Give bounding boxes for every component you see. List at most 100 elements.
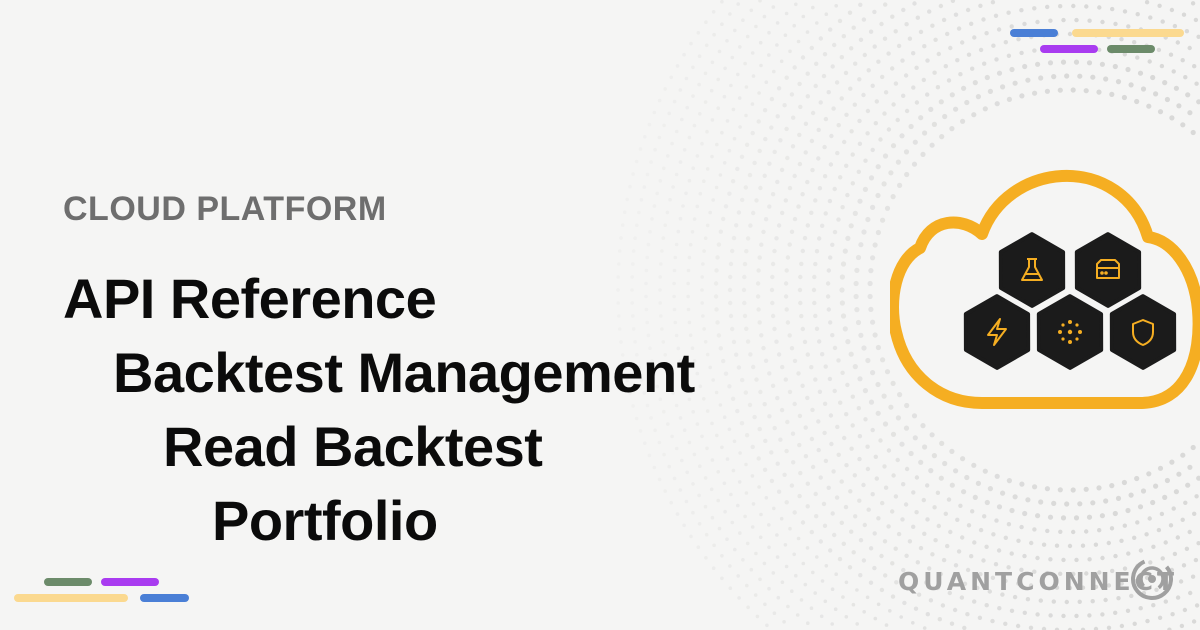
decorative-dot xyxy=(672,268,677,273)
decorative-dot xyxy=(1064,73,1070,79)
decorative-dot xyxy=(942,460,948,467)
decorative-dot xyxy=(927,9,932,14)
decorative-dot xyxy=(895,159,902,165)
decorative-dot xyxy=(1128,82,1134,88)
decorative-dot xyxy=(836,217,841,222)
decorative-dot xyxy=(1193,17,1199,23)
decorative-dot xyxy=(895,117,900,123)
decorative-dot xyxy=(778,437,783,442)
decorative-dot xyxy=(783,198,788,203)
decorative-dot xyxy=(972,80,978,86)
decorative-dot xyxy=(966,523,972,528)
decorative-dot xyxy=(965,612,970,617)
decorative-dot xyxy=(982,61,987,66)
decorative-dot xyxy=(755,294,761,299)
decorative-dot xyxy=(890,380,896,386)
decorative-dot xyxy=(644,268,649,273)
decorative-dot xyxy=(901,93,906,99)
decorative-dot xyxy=(681,372,685,376)
decorative-dot xyxy=(1003,535,1008,540)
decorative-dot xyxy=(714,307,719,312)
decorative-dot xyxy=(945,31,950,37)
decorative-dot xyxy=(813,591,817,595)
decorative-dot xyxy=(850,181,855,186)
decorative-dot xyxy=(805,546,810,550)
decorative-dot xyxy=(812,300,817,306)
decorative-dot xyxy=(870,492,875,497)
decorative-dot xyxy=(731,339,737,345)
decorative-dot xyxy=(709,88,714,93)
decorative-dot xyxy=(882,539,888,544)
decorative-dot xyxy=(789,92,795,97)
decorative-dot xyxy=(903,73,909,78)
decorative-dot xyxy=(930,23,935,28)
decorative-dot xyxy=(1119,538,1124,543)
decorative-dot xyxy=(1167,627,1172,630)
decorative-dot xyxy=(1000,84,1006,90)
decorative-dot xyxy=(672,281,676,286)
decorative-dot xyxy=(847,10,853,15)
decorative-dot xyxy=(870,147,875,153)
decorative-dot xyxy=(1041,626,1047,630)
decorative-dot xyxy=(729,83,733,88)
decorative-dot xyxy=(834,572,838,576)
decorative-dot xyxy=(670,141,674,146)
decorative-dot xyxy=(828,548,833,553)
decorative-dot xyxy=(834,4,838,8)
decorative-dot xyxy=(962,581,968,586)
decorative-dot xyxy=(1134,98,1140,105)
decorative-dot xyxy=(803,121,809,127)
decorative-dot xyxy=(769,125,774,130)
decorative-dot xyxy=(646,333,651,338)
decorative-dot xyxy=(1100,612,1105,617)
decorative-dot xyxy=(722,161,727,165)
decorative-dot xyxy=(834,80,840,85)
decorative-dot xyxy=(1090,500,1096,506)
decorative-dot xyxy=(893,81,899,86)
decorative-dot xyxy=(743,61,747,66)
decorative-dot xyxy=(658,275,662,279)
decorative-dot xyxy=(1169,7,1175,13)
decorative-dot xyxy=(797,413,803,419)
decorative-dot xyxy=(648,229,652,234)
decorative-dot xyxy=(1156,527,1162,533)
decorative-dot xyxy=(918,545,924,551)
decorative-dot xyxy=(736,574,740,578)
decorative-dot xyxy=(893,546,898,551)
decorative-dot xyxy=(828,413,834,418)
decorative-dot xyxy=(1045,570,1050,576)
decorative-dot xyxy=(698,384,703,389)
decorative-dot xyxy=(730,520,735,525)
decorative-dot xyxy=(758,0,762,3)
decorative-dot xyxy=(990,618,995,624)
decorative-dot xyxy=(1192,511,1197,516)
decorative-dot xyxy=(682,52,686,57)
decorative-dot xyxy=(870,319,876,325)
decorative-dot xyxy=(751,74,756,78)
decorative-dot xyxy=(840,261,847,267)
decorative-dot xyxy=(1000,592,1005,597)
decorative-dot xyxy=(747,172,753,178)
decorative-dot xyxy=(850,423,855,428)
decorative-dot xyxy=(823,211,828,216)
decorative-dot xyxy=(1074,17,1079,23)
decorative-dot xyxy=(1073,515,1080,521)
decorative-dot xyxy=(784,75,789,80)
decorative-dot xyxy=(805,481,810,486)
decorative-dot xyxy=(799,313,804,319)
decorative-dot xyxy=(728,12,732,16)
decorative-dot xyxy=(658,288,662,292)
decorative-dot xyxy=(767,53,771,57)
decorative-dot xyxy=(870,370,876,376)
decorative-dot xyxy=(969,554,974,559)
decorative-dot xyxy=(698,191,703,196)
decorative-dot xyxy=(814,249,820,254)
decorative-dash xyxy=(14,594,128,602)
decorative-dot xyxy=(845,382,850,388)
decorative-dot xyxy=(943,63,948,69)
decorative-dot xyxy=(1073,59,1080,65)
decorative-dot xyxy=(730,326,735,332)
decorative-dot xyxy=(720,576,724,581)
hex-server xyxy=(1074,232,1142,308)
decorative-dot xyxy=(757,148,762,154)
